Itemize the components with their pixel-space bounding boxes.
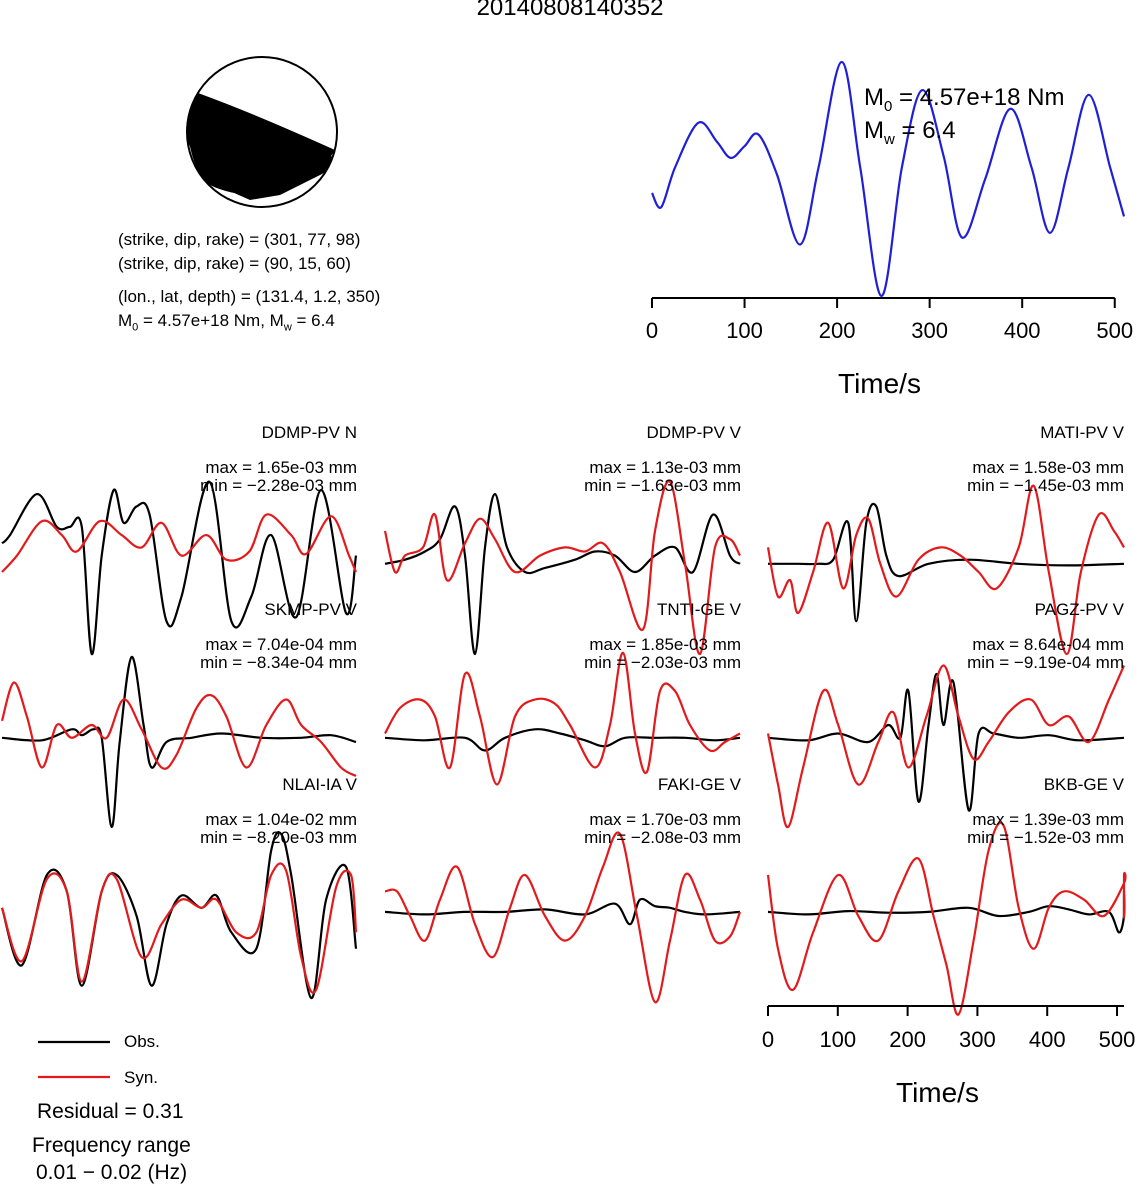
mw-sub: w <box>283 321 292 334</box>
station-name: DDMP-PV V <box>646 423 741 442</box>
waveform-x-axis-title: Time/s <box>896 1077 979 1108</box>
station-min: min = −1.52e-03 mm <box>967 828 1124 847</box>
obs-trace <box>1 480 358 656</box>
station-max: max = 1.85e-03 mm <box>589 635 741 654</box>
syn-trace <box>383 480 741 656</box>
station-name: MATI-PV V <box>1040 423 1124 442</box>
obs-trace <box>384 492 741 656</box>
station-name: SKMP-PV V <box>264 600 357 619</box>
obs-trace <box>384 728 741 752</box>
stf-tick-label: 400 <box>1003 318 1041 343</box>
residual-text: Residual = 0.31 <box>37 1100 184 1123</box>
station-min: min = −2.08e-03 mm <box>584 828 741 847</box>
frequency-range: 0.01 − 0.02 (Hz) <box>36 1161 188 1184</box>
stf-m0-label: M0 = 4.57e+18 Nm <box>864 84 1065 115</box>
station-min: min = −8.34e-04 mm <box>200 653 357 672</box>
station-max: max = 1.58e-03 mm <box>972 458 1124 477</box>
obs-trace <box>384 897 741 926</box>
syn-trace <box>766 821 1127 1016</box>
waveform-tick-label: 400 <box>1028 1027 1066 1052</box>
station-min: min = −1.45e-03 mm <box>967 476 1124 495</box>
station-name: PAGZ-PV V <box>1034 600 1124 619</box>
station-max: max = 1.65e-03 mm <box>205 458 357 477</box>
waveform-tick-label: 100 <box>819 1027 857 1052</box>
stf-tick-label: 200 <box>818 318 856 343</box>
stf-tick-label: 100 <box>726 318 763 343</box>
waveform-tick-label: 500 <box>1098 1027 1136 1052</box>
waveform-tick-label: 200 <box>889 1027 926 1052</box>
stf-mw-label: Mw = 6.4 <box>864 117 956 148</box>
station-max: max = 7.04e-04 mm <box>205 635 357 654</box>
stf-mw-sub: w <box>884 130 895 148</box>
station-max: max = 1.04e-02 mm <box>205 810 357 829</box>
station-max: max = 1.13e-03 mm <box>589 458 741 477</box>
syn-trace <box>1 513 358 573</box>
waveform-tick-label: 300 <box>959 1027 996 1052</box>
stf-tick-label: 0 <box>645 318 659 343</box>
station-min: min = −2.03e-03 mm <box>584 653 741 672</box>
stf-tick-label: 500 <box>1096 318 1134 343</box>
m0-rest: = 4.57e+18 Nm, M <box>138 311 284 330</box>
syn-trace <box>384 831 742 1004</box>
station-name: TNTI-GE V <box>656 600 741 619</box>
syn-trace <box>766 664 1126 829</box>
syn-trace <box>766 484 1125 656</box>
mw-rest: = 6.4 <box>291 311 335 330</box>
frequency-title: Frequency range <box>32 1134 191 1157</box>
moment-text: M0 = 4.57e+18 Nm, Mw = 6.4 <box>118 311 335 334</box>
station-max: max = 8.64e-04 mm <box>972 635 1124 654</box>
station-min: min = −1.63e-03 mm <box>584 476 741 495</box>
station-name: FAKI-GE V <box>657 775 741 794</box>
plane1-text: (strike, dip, rake) = (301, 77, 98) <box>118 230 361 249</box>
legend-syn-label: Syn. <box>124 1068 159 1087</box>
location-text: (lon., lat, depth) = (131.4, 1.2, 350) <box>118 287 381 306</box>
station-name: DDMP-PV N <box>261 423 357 442</box>
plane2-text: (strike, dip, rake) = (90, 15, 60) <box>118 254 351 273</box>
station-name: BKB-GE V <box>1043 775 1124 794</box>
stf-x-axis-title: Time/s <box>838 368 921 399</box>
station-name: NLAI-IA V <box>282 775 357 794</box>
station-max: max = 1.39e-03 mm <box>972 810 1124 829</box>
obs-trace <box>1 655 357 829</box>
figure-title: 20140808140352 <box>476 0 664 21</box>
obs-trace <box>767 890 1126 934</box>
legend-obs-label: Obs. <box>124 1032 160 1051</box>
station-max: max = 1.70e-03 mm <box>589 810 741 829</box>
m0-sub: 0 <box>132 321 139 334</box>
stf-m0-sub: 0 <box>884 97 893 115</box>
station-min: min = −9.19e-04 mm <box>967 653 1124 672</box>
syn-trace <box>0 681 357 777</box>
station-min: min = −8.20e-03 mm <box>200 828 357 847</box>
stf-tick-label: 300 <box>911 318 948 343</box>
syn-trace <box>0 862 358 994</box>
stf-mw-value: = 6.4 <box>894 117 956 144</box>
stf-m0-value: = 4.57e+18 Nm <box>892 84 1065 111</box>
obs-trace <box>0 831 358 1000</box>
station-min: min = −2.28e-03 mm <box>200 476 357 495</box>
waveform-tick-label: 0 <box>761 1027 775 1052</box>
